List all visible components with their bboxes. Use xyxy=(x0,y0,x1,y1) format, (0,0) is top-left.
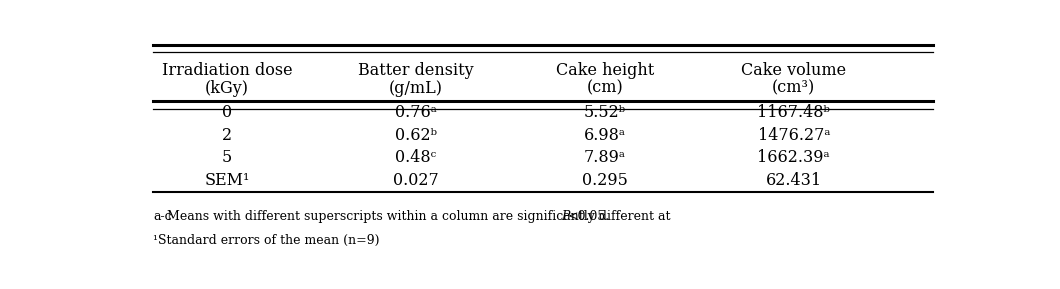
Text: Cake height: Cake height xyxy=(555,62,654,79)
Text: a-c: a-c xyxy=(153,210,172,223)
Text: P: P xyxy=(561,210,569,223)
Text: 6.98ᵃ: 6.98ᵃ xyxy=(584,127,625,144)
Text: 1476.27ᵃ: 1476.27ᵃ xyxy=(758,127,830,144)
Text: (cm): (cm) xyxy=(586,79,623,97)
Text: (cm³): (cm³) xyxy=(772,79,815,97)
Text: 1167.48ᵇ: 1167.48ᵇ xyxy=(757,104,830,121)
Text: <0.05.: <0.05. xyxy=(567,210,610,223)
Text: ¹Standard errors of the mean (n=9): ¹Standard errors of the mean (n=9) xyxy=(153,234,379,247)
Text: 0.76ᵃ: 0.76ᵃ xyxy=(395,104,437,121)
Text: SEM¹: SEM¹ xyxy=(205,172,250,189)
Text: 0.48ᶜ: 0.48ᶜ xyxy=(395,149,437,166)
Text: 62.431: 62.431 xyxy=(765,172,822,189)
Text: 0.027: 0.027 xyxy=(393,172,439,189)
Text: 5: 5 xyxy=(222,149,232,166)
Text: Irradiation dose: Irradiation dose xyxy=(162,62,293,79)
Text: Cake volume: Cake volume xyxy=(741,62,846,79)
Text: 5.52ᵇ: 5.52ᵇ xyxy=(584,104,625,121)
Text: 1662.39ᵃ: 1662.39ᵃ xyxy=(758,149,830,166)
Text: 0: 0 xyxy=(222,104,232,121)
Text: (g/mL): (g/mL) xyxy=(389,79,443,97)
Text: 2: 2 xyxy=(222,127,232,144)
Text: (kGy): (kGy) xyxy=(205,79,249,97)
Text: 0.295: 0.295 xyxy=(582,172,628,189)
Text: 7.89ᵃ: 7.89ᵃ xyxy=(584,149,625,166)
Text: Batter density: Batter density xyxy=(358,62,474,79)
Text: Means with different superscripts within a column are significantly different at: Means with different superscripts within… xyxy=(167,210,675,223)
Text: 0.62ᵇ: 0.62ᵇ xyxy=(395,127,437,144)
